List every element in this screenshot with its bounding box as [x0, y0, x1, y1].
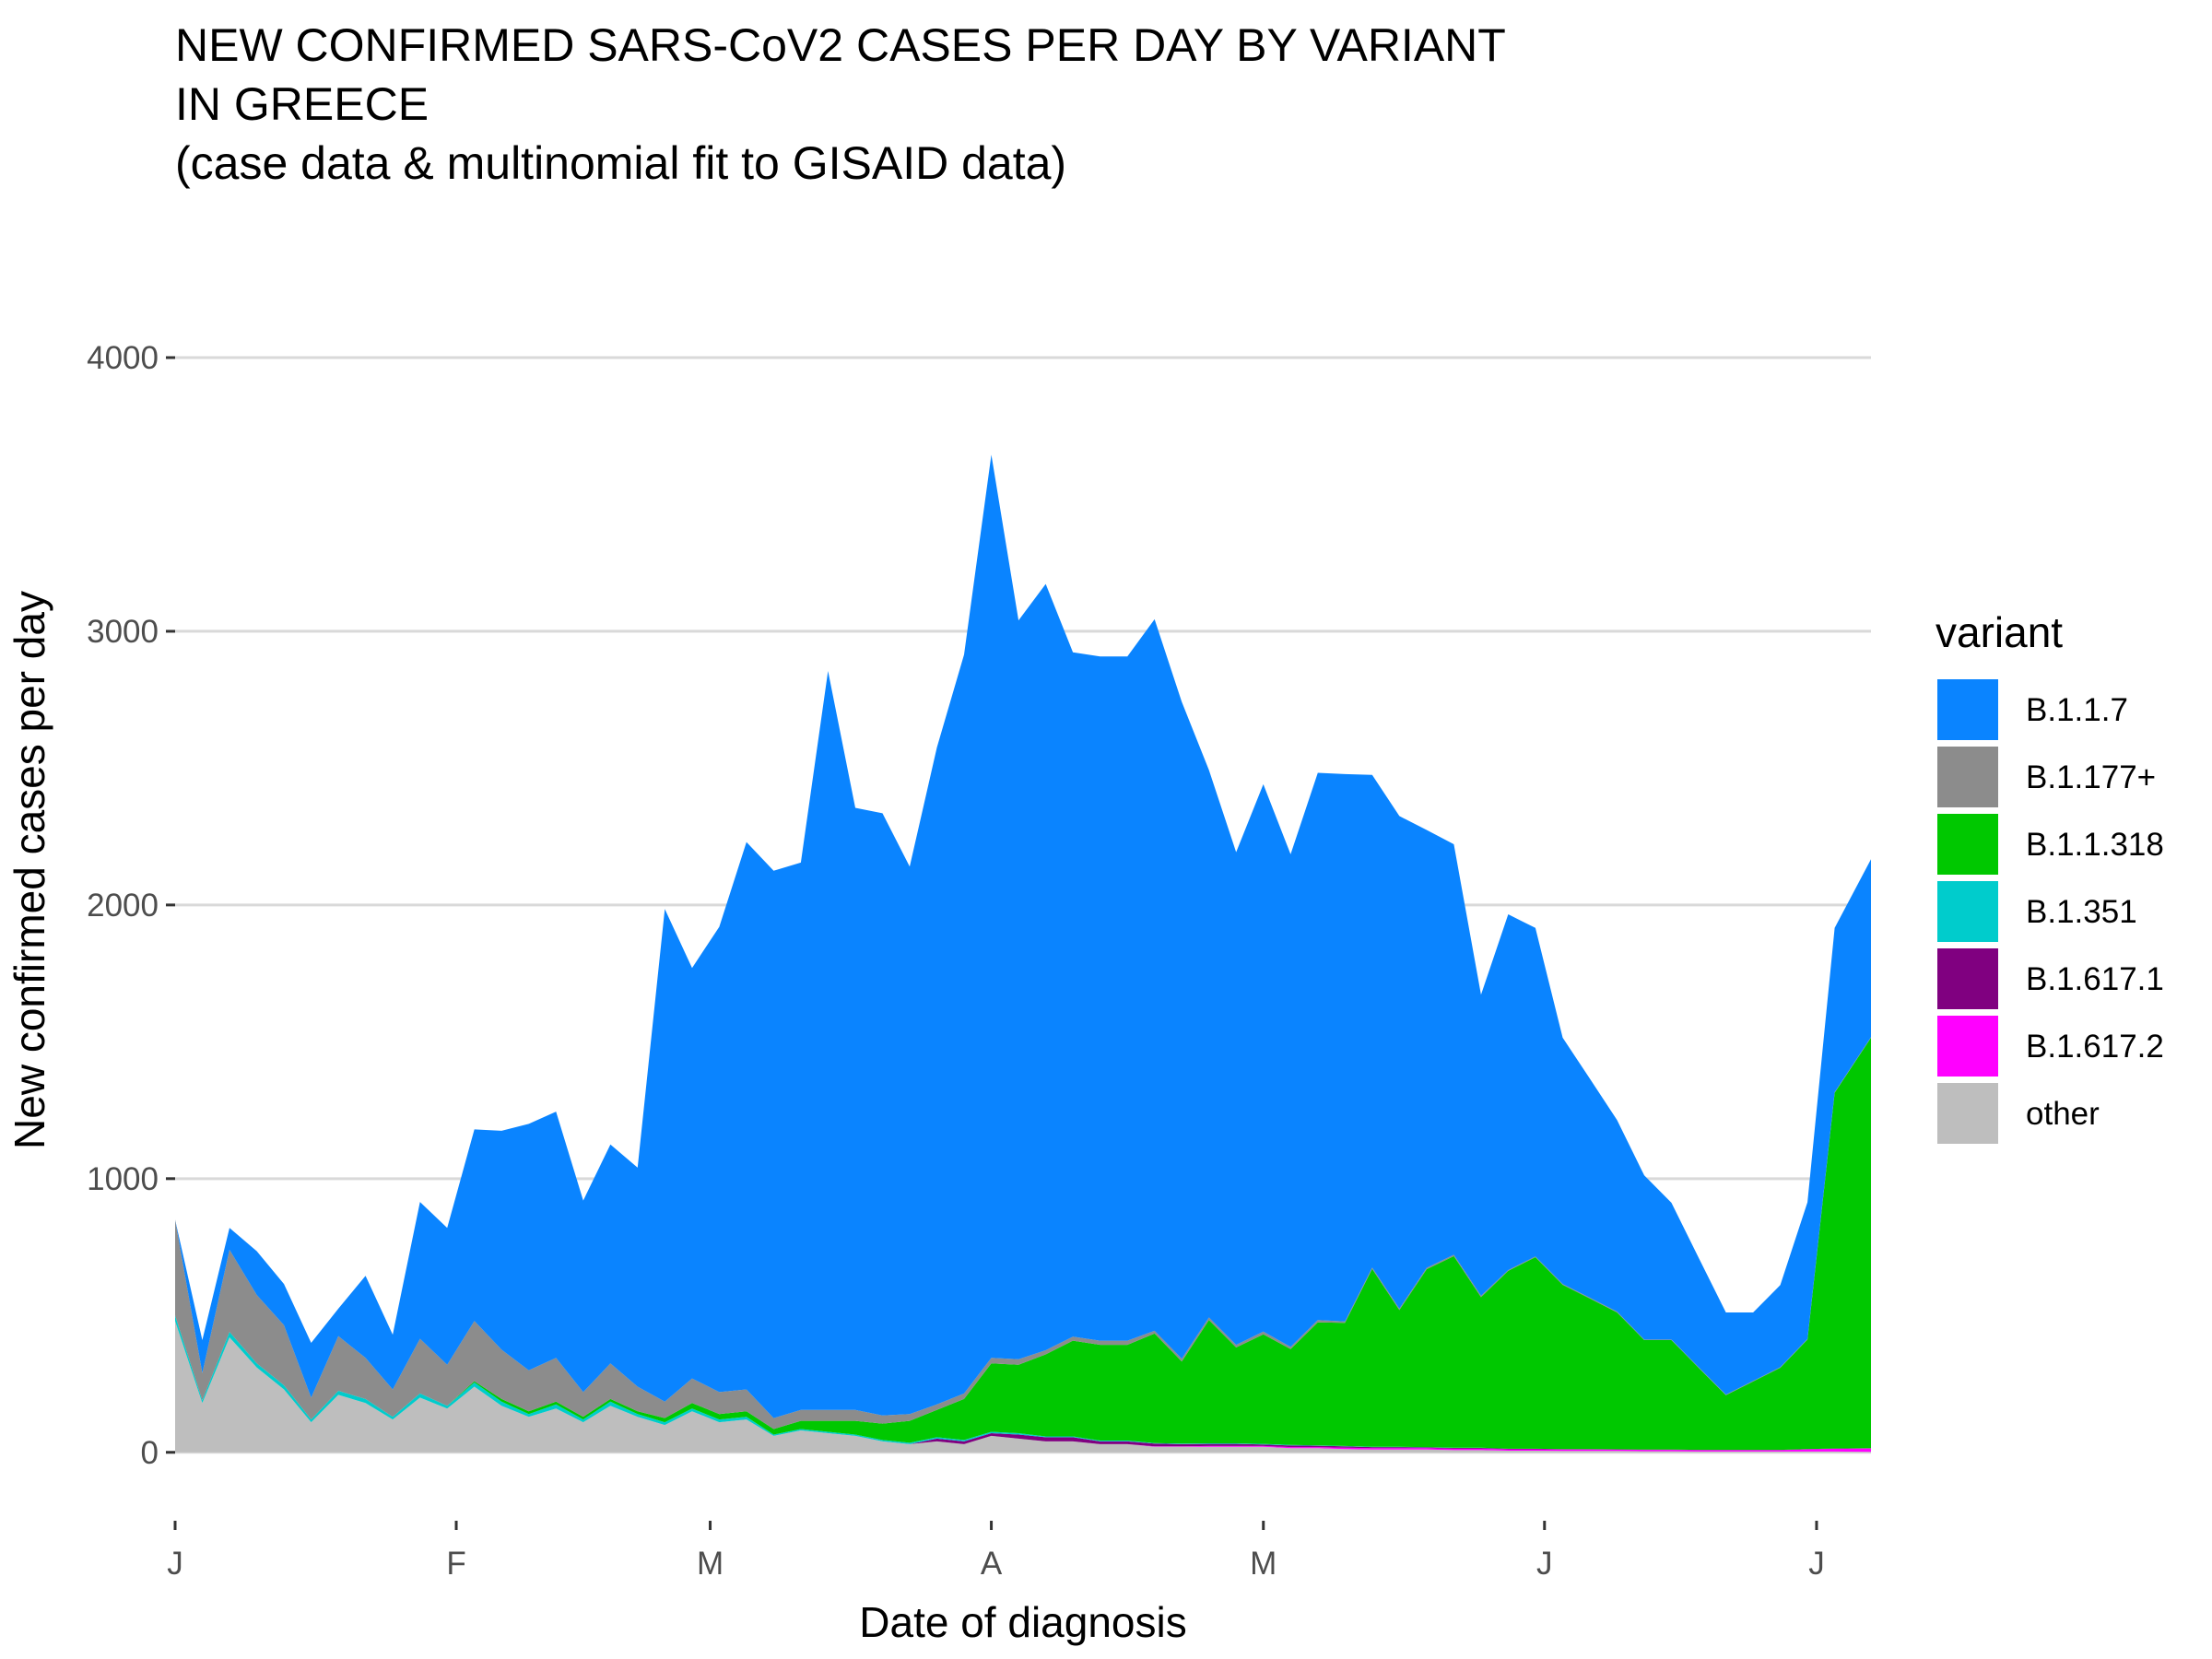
x-tick-label-0: J [167, 1546, 183, 1582]
legend-key-b-1-617-1 [1937, 948, 1998, 1009]
y-tick-label-4000: 4000 [87, 340, 159, 376]
y-tick-label-2000: 2000 [87, 888, 159, 924]
chart-title: NEW CONFIRMED SARS-CoV2 CASES PER DAY BY… [175, 19, 1506, 189]
x-tick-label-6: J [1808, 1546, 1825, 1582]
area-b-1-1-7 [175, 454, 1871, 1418]
legend-label-b-1-1-7: B.1.1.7 [2026, 692, 2128, 728]
y-axis-title: New confirmed cases per day [6, 591, 53, 1149]
area-b-1-177- [175, 1037, 1871, 1430]
legend-label-b-1-617-1: B.1.617.1 [2026, 961, 2164, 997]
legend-label-b-1-1-318: B.1.1.318 [2026, 827, 2164, 863]
area-b-1-1-318 [175, 1037, 1871, 1451]
x-axis-title: Date of diagnosis [859, 1598, 1186, 1646]
legend-label-other: other [2026, 1096, 2100, 1132]
legend-key-b-1-177- [1937, 747, 1998, 807]
legend-title: variant [1936, 608, 2063, 656]
legend-label-b-1-617-2: B.1.617.2 [2026, 1029, 2164, 1065]
y-tick-label-0: 0 [141, 1435, 159, 1471]
legend-key-b-1-617-2 [1937, 1016, 1998, 1077]
area-other [175, 1321, 1871, 1453]
legend-label-b-1-351: B.1.351 [2026, 894, 2137, 930]
legend: variant B.1.1.7 B.1.177+ B.1.1.318 B.1.351 B… [1936, 608, 2164, 1144]
x-tick-label-5: J [1536, 1546, 1553, 1582]
y-tick-label-3000: 3000 [87, 614, 159, 650]
legend-label-b-1-177-: B.1.177+ [2026, 759, 2156, 795]
legend-key-b-1-1-7 [1937, 679, 1998, 740]
legend-key-b-1-351 [1937, 881, 1998, 942]
legend-key-b-1-1-318 [1937, 814, 1998, 875]
x-tick-label-3: A [981, 1546, 1003, 1582]
legend-key-other [1937, 1083, 1998, 1144]
x-tick-label-2: M [697, 1546, 724, 1582]
chart-title-line-2: IN GREECE [175, 78, 429, 130]
y-tick-label-1000: 1000 [87, 1161, 159, 1197]
x-tick-label-1: F [446, 1546, 465, 1582]
y-axis: 0 1000 2000 3000 4000 [87, 340, 175, 1471]
chart-title-line-3: (case data & multinomial fit to GISAID d… [175, 137, 1066, 189]
chart-title-line-1: NEW CONFIRMED SARS-CoV2 CASES PER DAY BY… [175, 19, 1506, 71]
x-tick-label-4: M [1250, 1546, 1277, 1582]
stacked-areas [175, 454, 1871, 1453]
